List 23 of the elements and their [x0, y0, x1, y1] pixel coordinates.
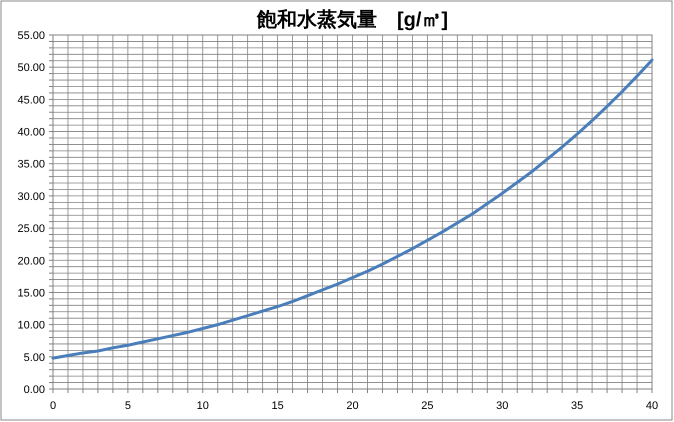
- y-tick-label: 15.00: [17, 287, 45, 300]
- y-tick-label: 25.00: [17, 223, 45, 236]
- x-tick-label: 40: [646, 400, 658, 412]
- y-tick-label: 10.00: [17, 320, 45, 332]
- x-tick-label: 35: [571, 400, 584, 412]
- y-tick-label: 20.00: [17, 255, 45, 268]
- y-tick-label: 30.00: [17, 190, 45, 203]
- y-tick-label: 5.00: [24, 352, 45, 364]
- x-tick-label: 0: [50, 400, 56, 412]
- x-tick-label: 20: [346, 400, 359, 412]
- line-series: [52, 58, 654, 360]
- x-tick-label: 5: [124, 400, 131, 412]
- chart-title: 飽和水蒸気量 [g/㎥]: [256, 8, 448, 31]
- y-tick-label: 45.00: [17, 94, 45, 106]
- y-tick-label: 40.00: [17, 126, 45, 139]
- y-tick-label: 0.00: [24, 384, 45, 396]
- x-tick-label: 10: [196, 400, 209, 412]
- x-tick-label: 25: [421, 400, 434, 412]
- y-tick-label: 35.00: [17, 158, 45, 171]
- x-tick-label: 15: [272, 400, 284, 412]
- x-tick-label: 30: [496, 400, 508, 412]
- y-tick-label: 50.00: [17, 62, 45, 74]
- y-tick-label: 55.00: [17, 30, 45, 42]
